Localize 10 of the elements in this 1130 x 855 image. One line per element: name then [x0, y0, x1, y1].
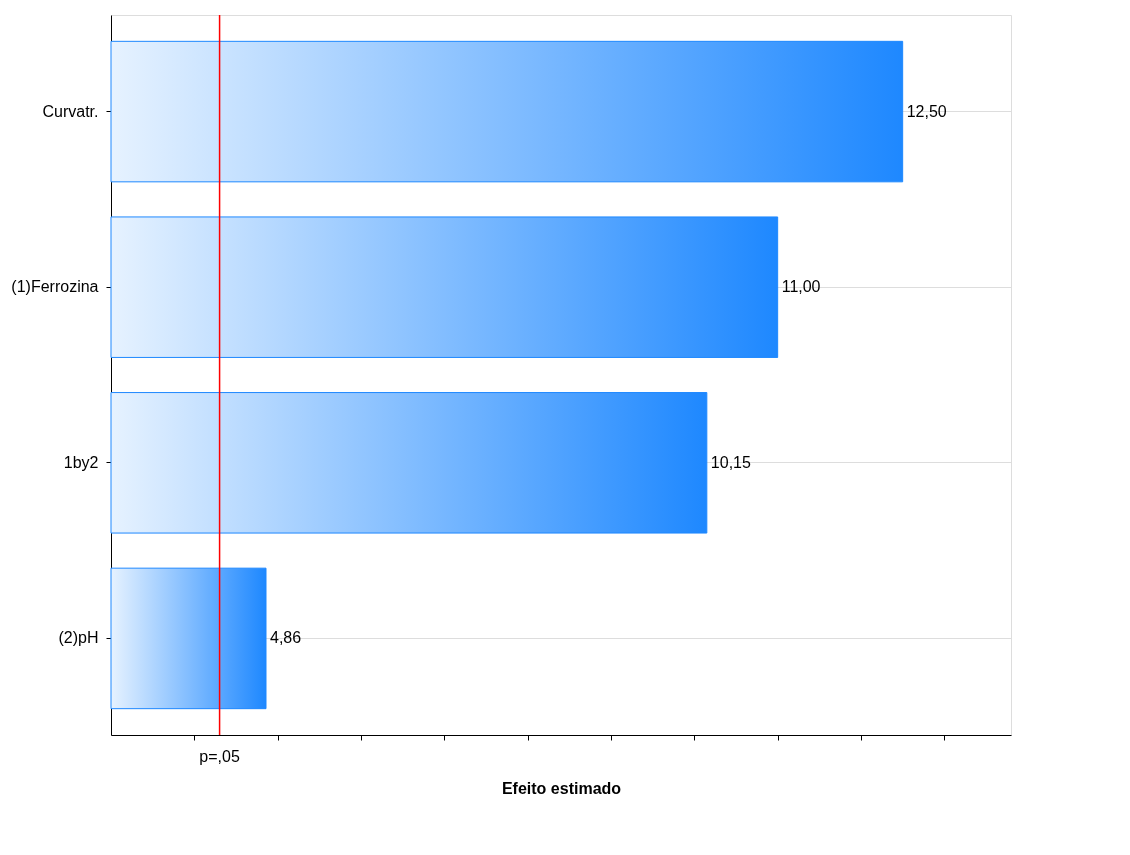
y-tick-label: 1by2	[63, 453, 99, 471]
y-tick-label: (1)Ferrozina	[11, 278, 99, 296]
ref-line-label: p=,05	[199, 748, 240, 765]
y-tick-label: (2)pH	[58, 629, 99, 647]
y-tick-label: Curvatr.	[42, 102, 99, 120]
x-axis-title: Efeito estimado	[501, 780, 622, 797]
data-label: 10,15	[710, 453, 751, 471]
data-label: 12,50	[906, 102, 947, 120]
data-label: 11,00	[781, 278, 821, 296]
data-label: 4,86	[270, 629, 302, 647]
